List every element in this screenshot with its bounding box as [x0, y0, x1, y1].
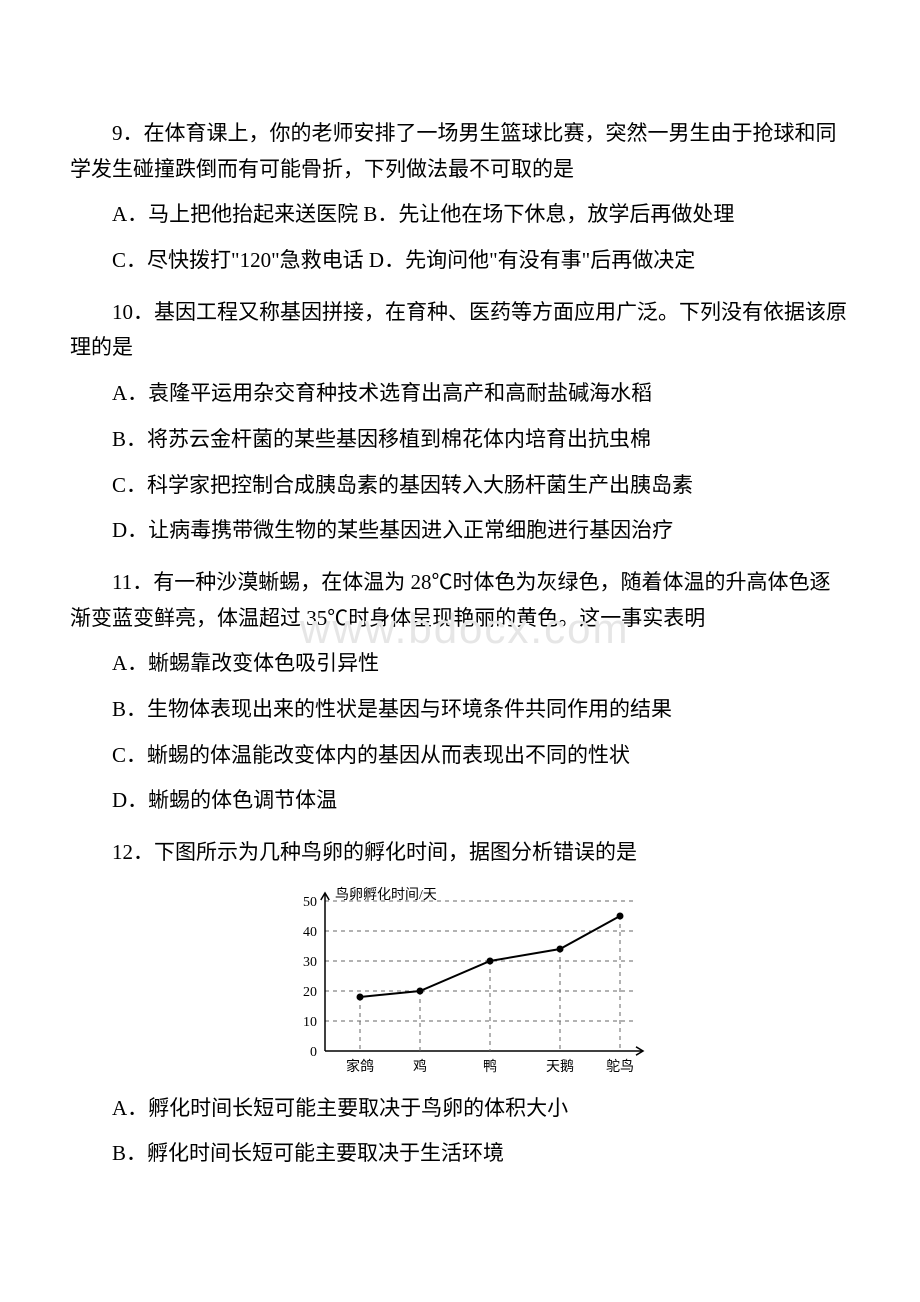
svg-text:鸵鸟: 鸵鸟: [606, 1058, 634, 1075]
svg-text:鸭: 鸭: [483, 1059, 497, 1075]
q10-opt-d: D．让病毒携带微生物的某些基因进入正常细胞进行基因治疗: [70, 513, 850, 549]
svg-text:20: 20: [303, 985, 317, 1000]
q10-opt-c: C．科学家把控制合成胰岛素的基因转入大肠杆菌生产出胰岛素: [70, 468, 850, 504]
q12-stem: 12．下图所示为几种鸟卵的孵化时间，据图分析错误的是: [70, 835, 850, 871]
svg-text:30: 30: [303, 955, 317, 970]
q11-opt-a: A．蜥蜴靠改变体色吸引异性: [70, 646, 850, 682]
svg-text:0: 0: [310, 1045, 317, 1060]
q10-opt-a: A．袁隆平运用杂交育种技术选育出高产和高耐盐碱海水稻: [70, 376, 850, 412]
svg-text:天鹅: 天鹅: [546, 1058, 574, 1075]
q11-opt-b: B．生物体表现出来的性状是基因与环境条件共同作用的结果: [70, 692, 850, 728]
q11-stem: 11．有一种沙漠蜥蜴，在体温为 28℃时体色为灰绿色，随着体温的升高体色逐渐变蓝…: [70, 565, 850, 636]
q11-opt-d: D．蜥蜴的体色调节体温: [70, 783, 850, 819]
q12-opt-b: B．孵化时间长短可能主要取决于生活环境: [70, 1136, 850, 1172]
q12-opt-a: A．孵化时间长短可能主要取决于鸟卵的体积大小: [70, 1091, 850, 1127]
svg-text:50: 50: [303, 895, 317, 910]
incubation-chart: 10 20 30 40 50 0 鸟卵孵化时间/天家鸽 鸡 鸭 天鹅 鸵鸟: [70, 881, 850, 1081]
incubation-chart-svg: 10 20 30 40 50 0 鸟卵孵化时间/天家鸽 鸡 鸭 天鹅 鸵鸟: [270, 881, 650, 1081]
svg-text:40: 40: [303, 925, 317, 940]
svg-text:家鸽: 家鸽: [346, 1058, 374, 1075]
svg-text:鸡: 鸡: [413, 1058, 427, 1075]
svg-text:10: 10: [303, 1015, 317, 1030]
q10-stem: 10．基因工程又称基因拼接，在育种、医药等方面应用广泛。下列没有依据该原理的是: [70, 295, 850, 366]
q9-opt-ab: A．马上把他抬起来送医院 B．先让他在场下休息，放学后再做处理: [70, 197, 850, 233]
q11-opt-c: C．蜥蜴的体温能改变体内的基因从而表现出不同的性状: [70, 738, 850, 774]
q9-stem: 9．在体育课上，你的老师安排了一场男生篮球比赛，突然一男生由于抢球和同学发生碰撞…: [70, 116, 850, 187]
svg-text:鸟卵孵化时间/天: 鸟卵孵化时间/天: [335, 887, 437, 903]
q9-opt-cd: C．尽快拨打"120"急救电话 D．先询问他"有没有事"后再做决定: [70, 243, 850, 279]
q10-opt-b: B．将苏云金杆菌的某些基因移植到棉花体内培育出抗虫棉: [70, 422, 850, 458]
